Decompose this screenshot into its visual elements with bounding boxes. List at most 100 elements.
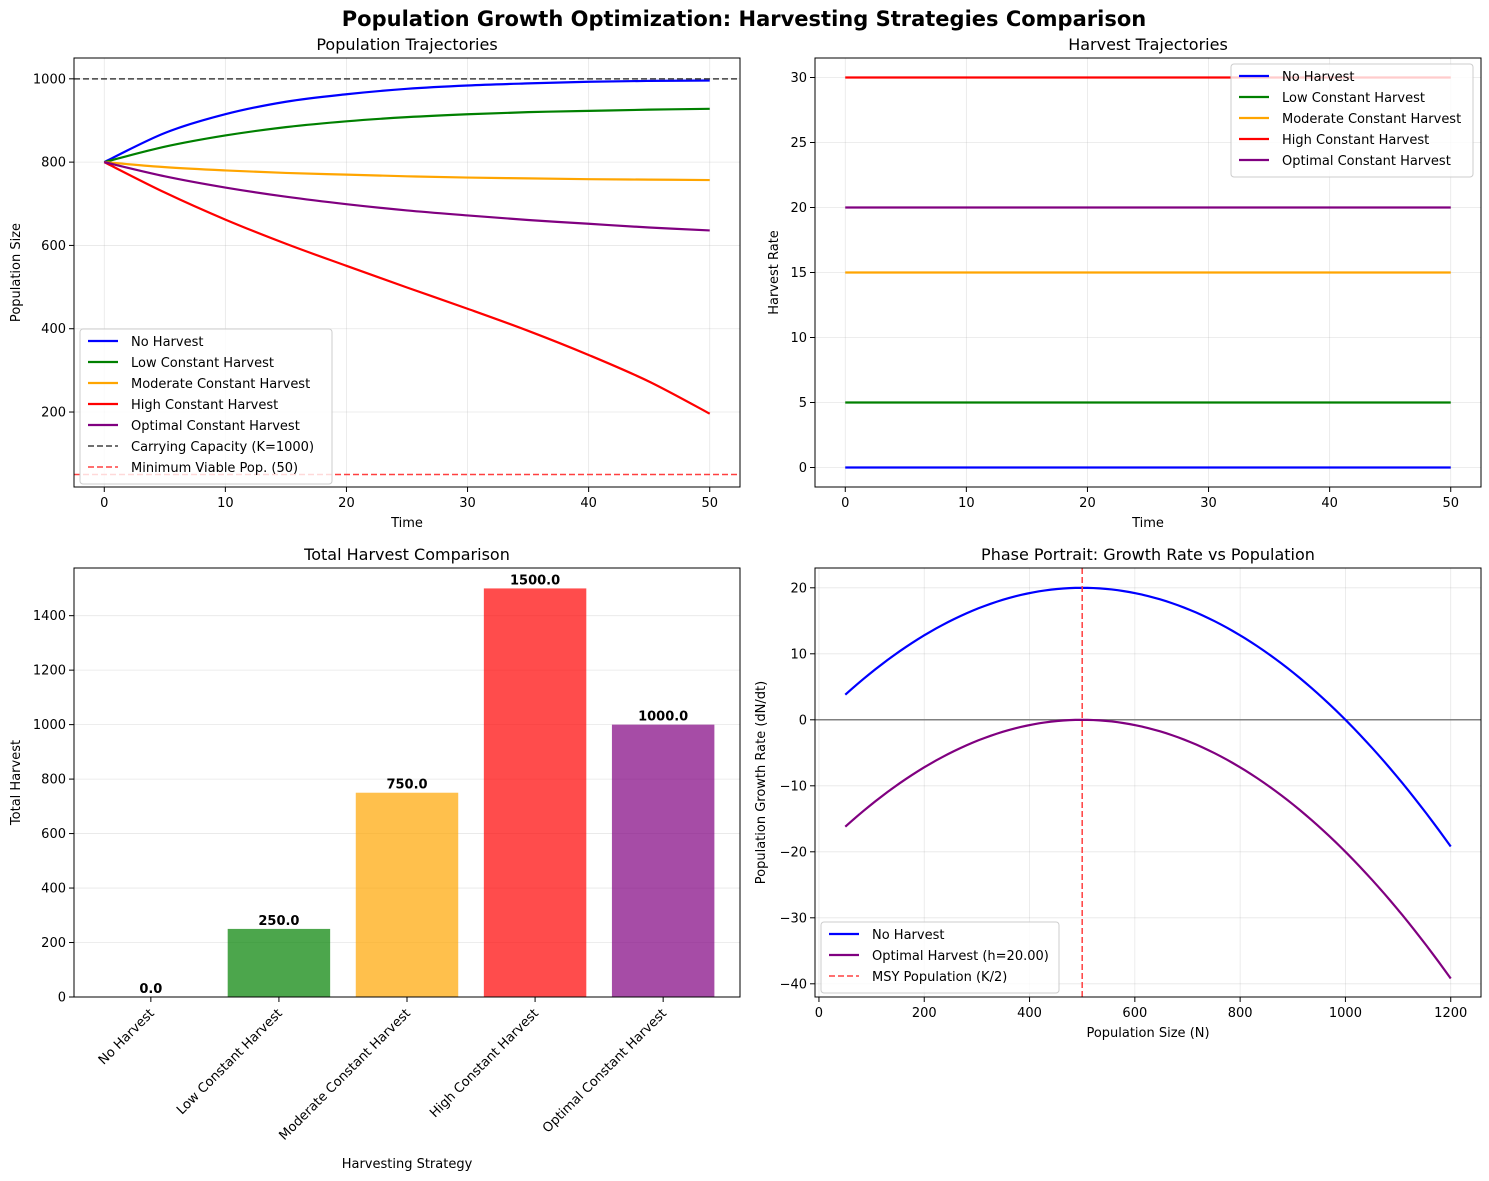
- legend-box: [79, 328, 333, 485]
- bar-moderate-constant-harvest: [355, 792, 459, 997]
- axes-frame: [73, 57, 741, 488]
- x-axis-label: Harvesting Strategy: [342, 1157, 473, 1172]
- series-line-low-constant-harvest: [103, 107, 710, 164]
- x-axis-label: Time: [1131, 516, 1164, 531]
- series-line-no-harvest: [844, 586, 1452, 848]
- y-tick-label: −30: [780, 911, 807, 926]
- legend-label-low-constant-harvest: Low Constant Harvest: [1282, 91, 1425, 106]
- x-tick-label: 30: [1200, 496, 1217, 511]
- legend-label-msy-population-k-2: MSY Population (K/2): [872, 970, 1007, 985]
- y-tick-label: 0: [58, 991, 66, 1006]
- bar-low-constant-harvest: [227, 928, 331, 997]
- y-tick-label: 20: [790, 581, 807, 596]
- axes-frame: [814, 567, 1482, 998]
- panel-title: Phase Portrait: Growth Rate vs Populatio…: [981, 545, 1315, 564]
- legend-label-low-constant-harvest: Low Constant Harvest: [131, 356, 274, 371]
- x-tick-label: 0: [841, 496, 849, 511]
- population-trajectories-panel: Population Trajectories 200 400 600 800 1000 0…: [9, 35, 741, 531]
- y-axis-label: Population Size: [9, 223, 24, 322]
- legend-label-carrying-capacity-k-1000: Carrying Capacity (K=1000): [131, 440, 314, 455]
- y-axis-label: Harvest Rate: [767, 230, 782, 315]
- x-tick-label: 600: [1122, 1006, 1147, 1021]
- y-tick-label: 400: [41, 882, 66, 897]
- y-tick-label: 20: [790, 201, 807, 216]
- y-tick-label: 5: [799, 396, 807, 411]
- x-tick-label: 40: [580, 496, 597, 511]
- y-tick-label: −40: [780, 977, 807, 992]
- y-tick-label: 200: [41, 406, 66, 421]
- y-tick-label: −10: [780, 779, 807, 794]
- x-axis-label: Time: [390, 516, 423, 531]
- legend-label-no-harvest: No Harvest: [1282, 70, 1354, 85]
- legend-label-no-harvest: No Harvest: [131, 335, 203, 350]
- y-tick-label: 25: [790, 136, 807, 151]
- bar-high-constant-harvest: [483, 588, 587, 997]
- bar-optimal-constant-harvest: [611, 724, 715, 997]
- bar-value-label-optimal-constant-harvest: 1000.0: [638, 710, 688, 725]
- legend-box: [820, 921, 1060, 994]
- legend-label-high-constant-harvest: High Constant Harvest: [131, 398, 278, 413]
- y-tick-label: 600: [41, 239, 66, 254]
- legend-label-optimal-constant-harvest: Optimal Constant Harvest: [1282, 154, 1451, 169]
- bar-value-label-high-constant-harvest: 1500.0: [510, 573, 560, 588]
- x-tick-label: 30: [459, 496, 476, 511]
- harvest-trajectories-panel: Harvest Trajectories 0 5 10 15 20 25 30 0 10 20 30 4…: [767, 35, 1482, 531]
- x-tick-label: 1200: [1434, 1006, 1467, 1021]
- legend-label-optimal-constant-harvest: Optimal Constant Harvest: [131, 419, 300, 434]
- grid-lines: [74, 58, 740, 487]
- legend-label-high-constant-harvest: High Constant Harvest: [1282, 133, 1429, 148]
- legend-label-moderate-constant-harvest: Moderate Constant Harvest: [1282, 112, 1461, 127]
- figure-suptitle: Population Growth Optimization: Harvesti…: [342, 7, 1146, 31]
- y-tick-label: 200: [41, 936, 66, 951]
- x-tick-label: 400: [1017, 1006, 1042, 1021]
- x-tick-label: 20: [338, 496, 355, 511]
- x-tick-label: 40: [1321, 496, 1338, 511]
- y-tick-label: −20: [780, 845, 807, 860]
- y-tick-label: 1000: [33, 718, 66, 733]
- y-tick-label: 0: [799, 713, 807, 728]
- series-line-moderate-constant-harvest: [104, 161, 710, 182]
- axes-frame: [73, 567, 741, 998]
- legend: No Harvest Optimal Harvest (h=20.00) MSY P…: [820, 921, 1060, 994]
- phase-portrait-panel: Phase Portrait: Growth Rate vs Populatio…: [754, 545, 1482, 1041]
- panel-title: Total Harvest Comparison: [303, 545, 510, 564]
- y-tick-label: 30: [790, 71, 807, 86]
- legend-label-moderate-constant-harvest: Moderate Constant Harvest: [131, 377, 310, 392]
- x-tick-label: 50: [701, 496, 718, 511]
- series-line-high-constant-harvest: [103, 161, 711, 415]
- x-axis-label: Population Size (N): [1086, 1026, 1209, 1041]
- x-tick-label: 0: [815, 1006, 823, 1021]
- y-tick-label: 1200: [33, 664, 66, 679]
- bar-value-label-moderate-constant-harvest: 750.0: [386, 778, 427, 793]
- x-tick-label: 20: [1079, 496, 1096, 511]
- x-tick-label: 1000: [1329, 1006, 1362, 1021]
- panel-title: Population Trajectories: [316, 35, 497, 54]
- x-tick-label: 800: [1228, 1006, 1253, 1021]
- axes-frame: [814, 57, 1482, 488]
- y-tick-label: 800: [41, 156, 66, 171]
- plot-area: [74, 78, 740, 476]
- series-line-optimal-constant-harvest: [104, 161, 710, 232]
- bar-value-label-low-constant-harvest: 250.0: [258, 914, 299, 929]
- y-tick-label: 400: [41, 322, 66, 337]
- y-tick-label: 1000: [33, 72, 66, 87]
- x-tick-label: 0: [100, 496, 108, 511]
- y-axis-label: Population Growth Rate (dN/dt): [754, 681, 769, 884]
- bar-value-label-no-harvest: 0.0: [139, 982, 162, 997]
- y-tick-label: 1400: [33, 609, 66, 624]
- y-tick-label: 15: [790, 266, 807, 281]
- y-tick-label: 800: [41, 773, 66, 788]
- legend-label-minimum-viable-pop-50: Minimum Viable Pop. (50): [131, 461, 298, 476]
- y-tick-label: 10: [790, 331, 807, 346]
- panel-title: Harvest Trajectories: [1068, 35, 1228, 54]
- y-tick-label: 0: [799, 461, 807, 476]
- x-tick-label: 200: [912, 1006, 937, 1021]
- legend: No Harvest Low Constant Harvest Moderate C…: [79, 328, 333, 485]
- y-tick-label: 10: [790, 647, 807, 662]
- legend-label-no-harvest: No Harvest: [872, 928, 944, 943]
- y-axis-label: Total Harvest: [9, 740, 24, 826]
- legend-box: [1230, 63, 1474, 178]
- legend: No Harvest Low Constant Harvest Moderate C…: [1230, 63, 1474, 178]
- x-tick-label: 50: [1442, 496, 1459, 511]
